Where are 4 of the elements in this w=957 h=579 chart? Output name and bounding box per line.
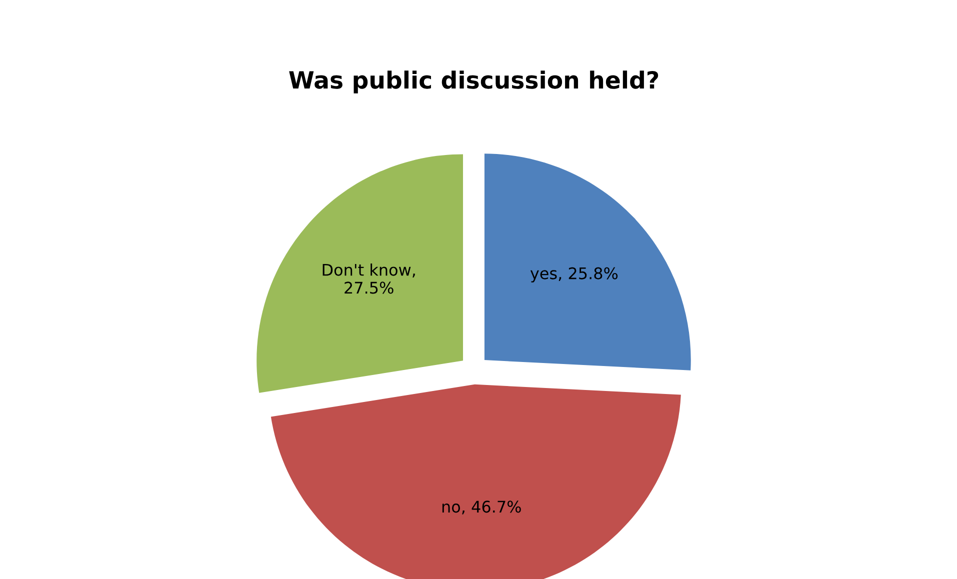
chart-title: Was public discussion held? xyxy=(289,70,658,94)
slice-label: yes, 25.8% xyxy=(530,267,618,282)
slice-label: Don't know, 27.5% xyxy=(322,264,415,294)
slice-label: no, 46.7% xyxy=(442,500,521,514)
